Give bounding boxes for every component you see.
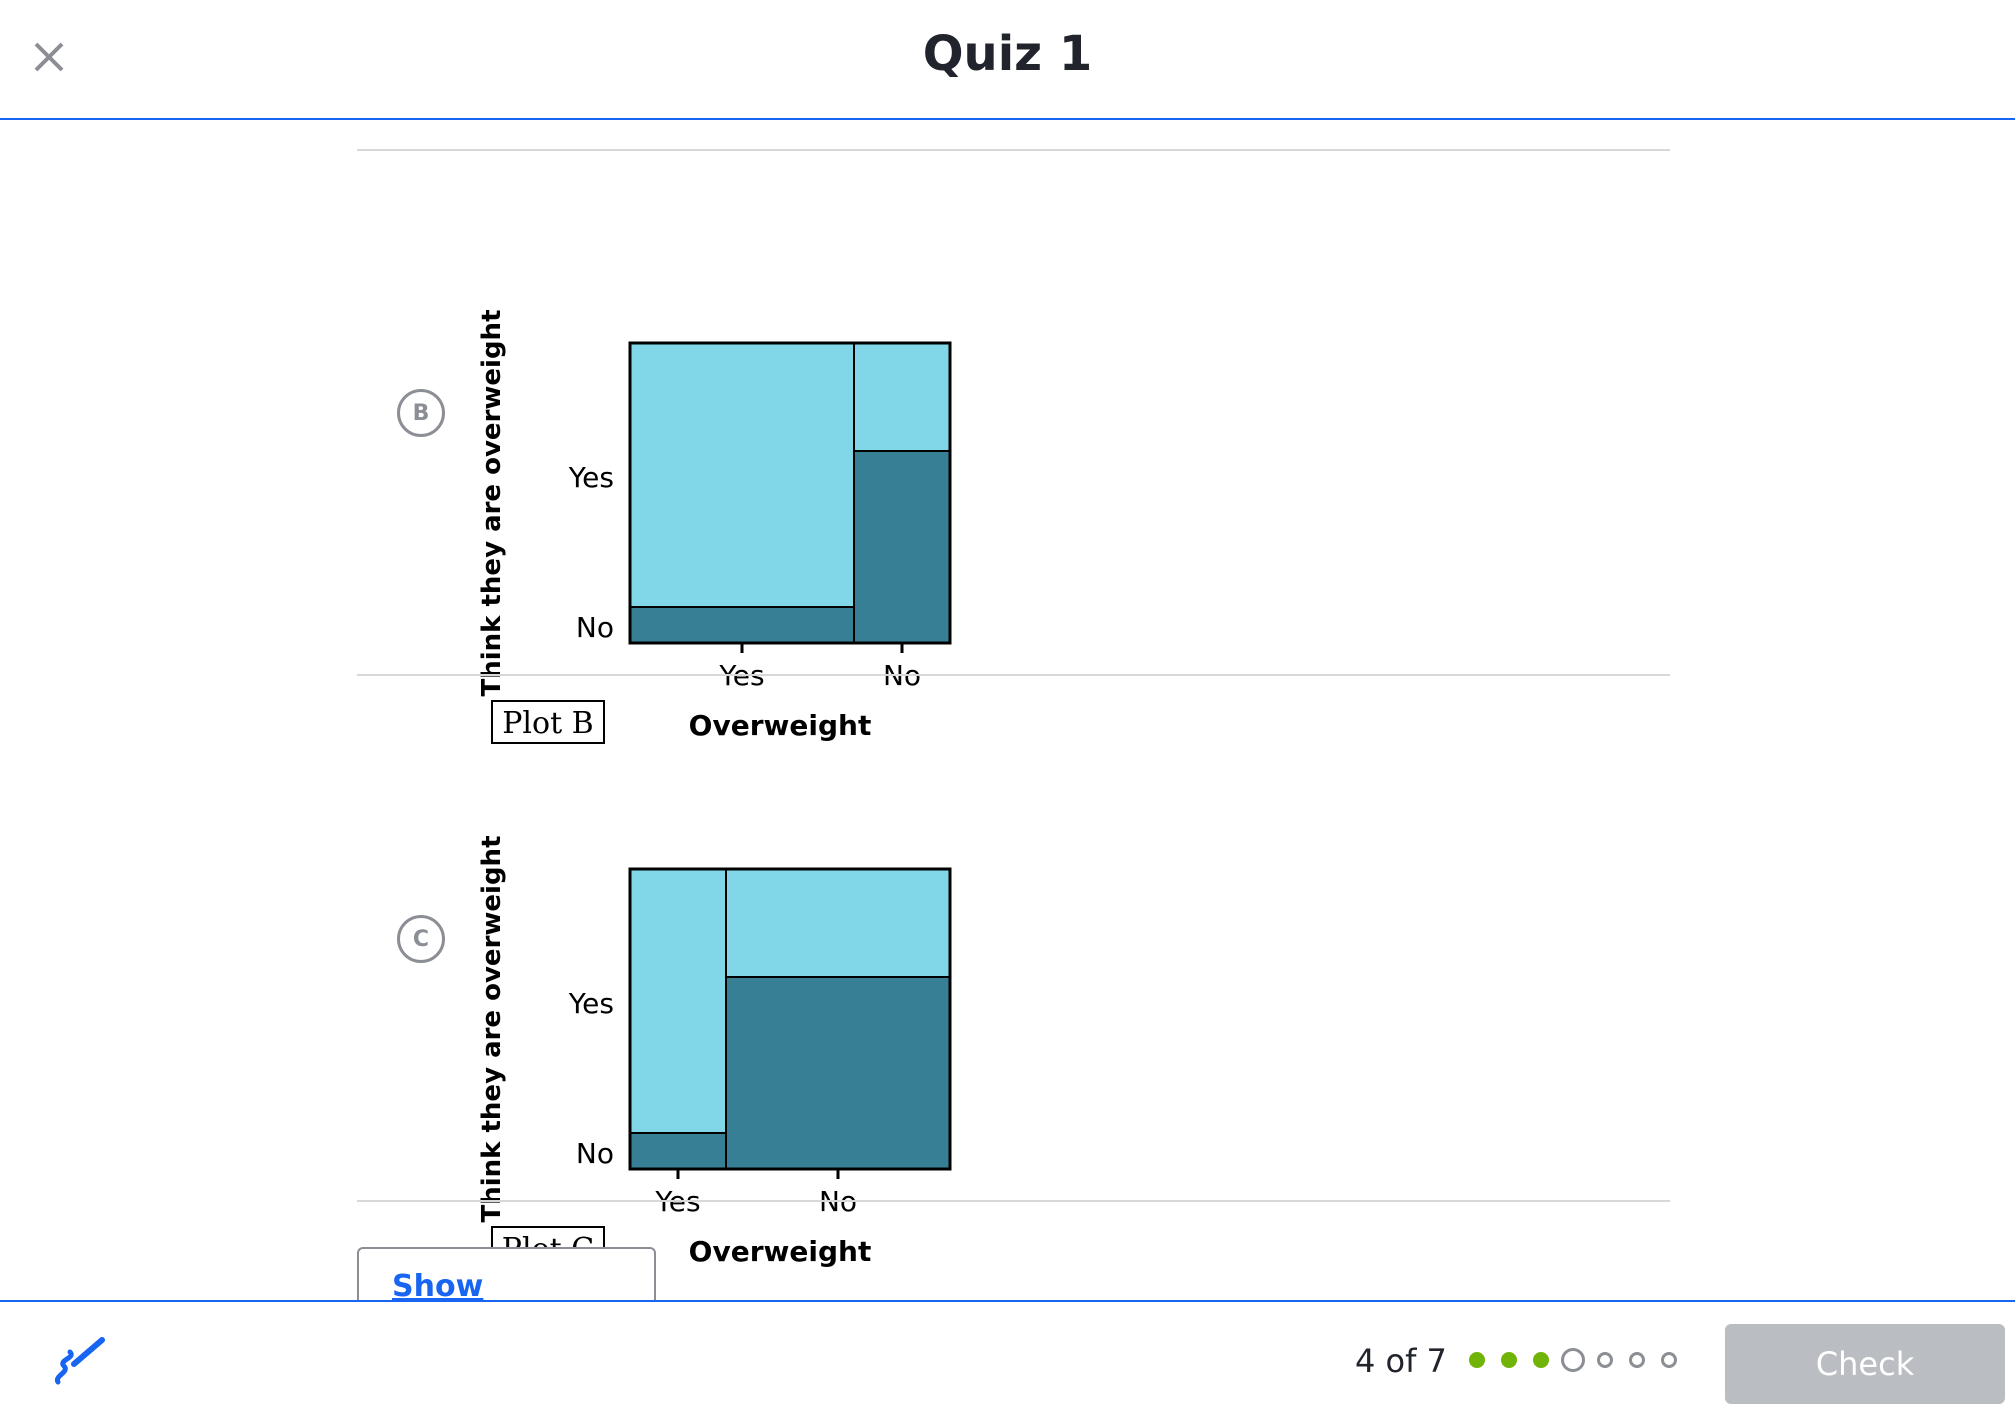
show-calculator-button[interactable]: Show Calculator bbox=[357, 1247, 656, 1300]
mosaic-tile-no-yes bbox=[725, 868, 951, 978]
question-content: B Yes No Yes No Think they are overweight Ove… bbox=[0, 120, 2015, 1300]
plot-frame bbox=[628, 867, 952, 1171]
progress-dot-complete bbox=[1533, 1352, 1549, 1368]
choice-b-radio[interactable]: B bbox=[397, 389, 445, 437]
divider bbox=[357, 674, 1670, 676]
progress-count: 4 of 7 bbox=[1355, 1342, 1447, 1380]
plot-frame bbox=[628, 341, 952, 645]
quiz-header: Quiz 1 bbox=[0, 0, 2015, 120]
mosaic-tile-no-no bbox=[853, 450, 951, 644]
y-tick-label: No bbox=[576, 611, 614, 644]
close-icon bbox=[34, 42, 64, 72]
mosaic-tile-no-no bbox=[725, 976, 951, 1170]
check-button[interactable]: Check bbox=[1725, 1324, 2005, 1404]
progress-dot-complete bbox=[1501, 1352, 1517, 1368]
y-axis-title: Think they are overweight bbox=[477, 835, 507, 1222]
progress-dot-upcoming bbox=[1661, 1352, 1677, 1368]
mosaic-tile-yes-yes bbox=[629, 342, 855, 608]
divider bbox=[357, 1200, 1670, 1202]
progress-dot-upcoming bbox=[1597, 1352, 1613, 1368]
mosaic-tile-yes-no bbox=[629, 606, 855, 644]
progress-dot-upcoming bbox=[1629, 1352, 1645, 1368]
choice-c-radio[interactable]: C bbox=[397, 915, 445, 963]
mosaic-tile-yes-no bbox=[629, 1132, 727, 1170]
mosaic-tile-yes-yes bbox=[629, 868, 727, 1134]
y-tick-label: Yes bbox=[568, 987, 614, 1020]
page-title: Quiz 1 bbox=[922, 26, 1093, 82]
close-button[interactable] bbox=[26, 34, 72, 80]
pencil-icon bbox=[54, 1337, 105, 1385]
scratchpad-button[interactable] bbox=[50, 1334, 110, 1394]
mosaic-tile-no-yes bbox=[853, 342, 951, 452]
progress-dot-current bbox=[1561, 1348, 1585, 1372]
x-axis-title: Overweight bbox=[689, 709, 872, 742]
y-axis-title: Think they are overweight bbox=[477, 309, 507, 696]
quiz-footer: 4 of 7 Check bbox=[0, 1300, 2015, 1416]
plot-label: Plot B bbox=[502, 706, 593, 741]
progress-dot-complete bbox=[1469, 1352, 1485, 1368]
plot-label-box bbox=[491, 700, 605, 744]
divider bbox=[357, 149, 1670, 151]
y-tick-label: No bbox=[576, 1137, 614, 1170]
x-axis-title: Overweight bbox=[689, 1235, 872, 1268]
y-tick-label: Yes bbox=[568, 461, 614, 494]
